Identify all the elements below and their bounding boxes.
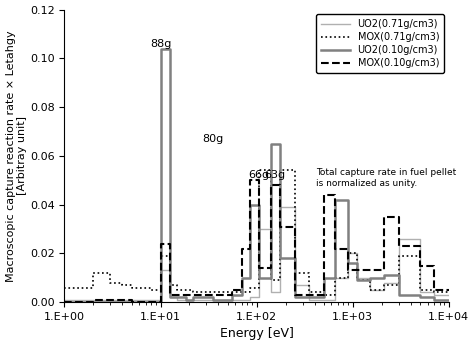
Text: Total capture rate in fuel pellet
is normalized as unity.: Total capture rate in fuel pellet is nor… [316, 167, 456, 188]
UO2(0.10g/cm3) [321, 295, 327, 299]
UO2(0.10g/cm3) [332, 276, 338, 280]
UO2(0.10g/cm3) [446, 298, 452, 302]
Y-axis label: Macroscopic capture reaction rate × Letahgy
[Arbitray unit]: Macroscopic capture reaction rate × Leta… [6, 30, 27, 282]
MOX(0.10g/cm3) [446, 288, 452, 292]
UO2(0.71g/cm3) [321, 298, 327, 302]
UO2(0.10g/cm3) [107, 300, 113, 304]
MOX(0.10g/cm3) [247, 178, 253, 182]
MOX(0.71g/cm3) [306, 271, 312, 275]
MOX(0.71g/cm3) [256, 169, 262, 173]
UO2(0.71g/cm3) [277, 205, 283, 209]
MOX(0.71g/cm3) [107, 271, 113, 275]
Text: 66g: 66g [248, 170, 269, 180]
Line: MOX(0.10g/cm3): MOX(0.10g/cm3) [65, 180, 449, 302]
MOX(0.71g/cm3) [62, 285, 67, 290]
MOX(0.10g/cm3) [306, 293, 312, 297]
UO2(0.10g/cm3) [158, 46, 163, 51]
MOX(0.71g/cm3) [446, 290, 452, 294]
MOX(0.71g/cm3) [148, 285, 154, 290]
UO2(0.71g/cm3) [446, 293, 452, 297]
Line: UO2(0.71g/cm3): UO2(0.71g/cm3) [65, 207, 449, 300]
Line: UO2(0.10g/cm3): UO2(0.10g/cm3) [65, 48, 449, 302]
MOX(0.71g/cm3) [332, 276, 338, 280]
MOX(0.71g/cm3) [321, 290, 327, 294]
Text: 80g: 80g [202, 134, 223, 144]
Legend: UO2(0.71g/cm3), MOX(0.71g/cm3), UO2(0.10g/cm3), MOX(0.10g/cm3): UO2(0.71g/cm3), MOX(0.71g/cm3), UO2(0.10… [316, 15, 444, 73]
MOX(0.10g/cm3) [332, 193, 338, 197]
UO2(0.10g/cm3) [306, 295, 312, 299]
UO2(0.71g/cm3) [107, 298, 113, 302]
UO2(0.71g/cm3) [148, 298, 154, 302]
X-axis label: Energy [eV]: Energy [eV] [220, 327, 294, 340]
MOX(0.71g/cm3) [332, 293, 338, 297]
MOX(0.10g/cm3) [321, 293, 327, 297]
UO2(0.10g/cm3) [62, 300, 67, 304]
UO2(0.10g/cm3) [148, 300, 154, 304]
UO2(0.71g/cm3) [306, 283, 312, 287]
Text: 88g: 88g [150, 38, 171, 48]
MOX(0.10g/cm3) [148, 300, 154, 304]
Text: 63g: 63g [265, 170, 285, 180]
MOX(0.10g/cm3) [62, 300, 67, 304]
UO2(0.10g/cm3) [332, 276, 338, 280]
UO2(0.71g/cm3) [332, 298, 338, 302]
MOX(0.71g/cm3) [321, 293, 327, 297]
MOX(0.10g/cm3) [332, 193, 338, 197]
UO2(0.71g/cm3) [332, 298, 338, 302]
Line: MOX(0.71g/cm3): MOX(0.71g/cm3) [65, 171, 449, 295]
MOX(0.10g/cm3) [107, 298, 113, 302]
UO2(0.71g/cm3) [62, 298, 67, 302]
